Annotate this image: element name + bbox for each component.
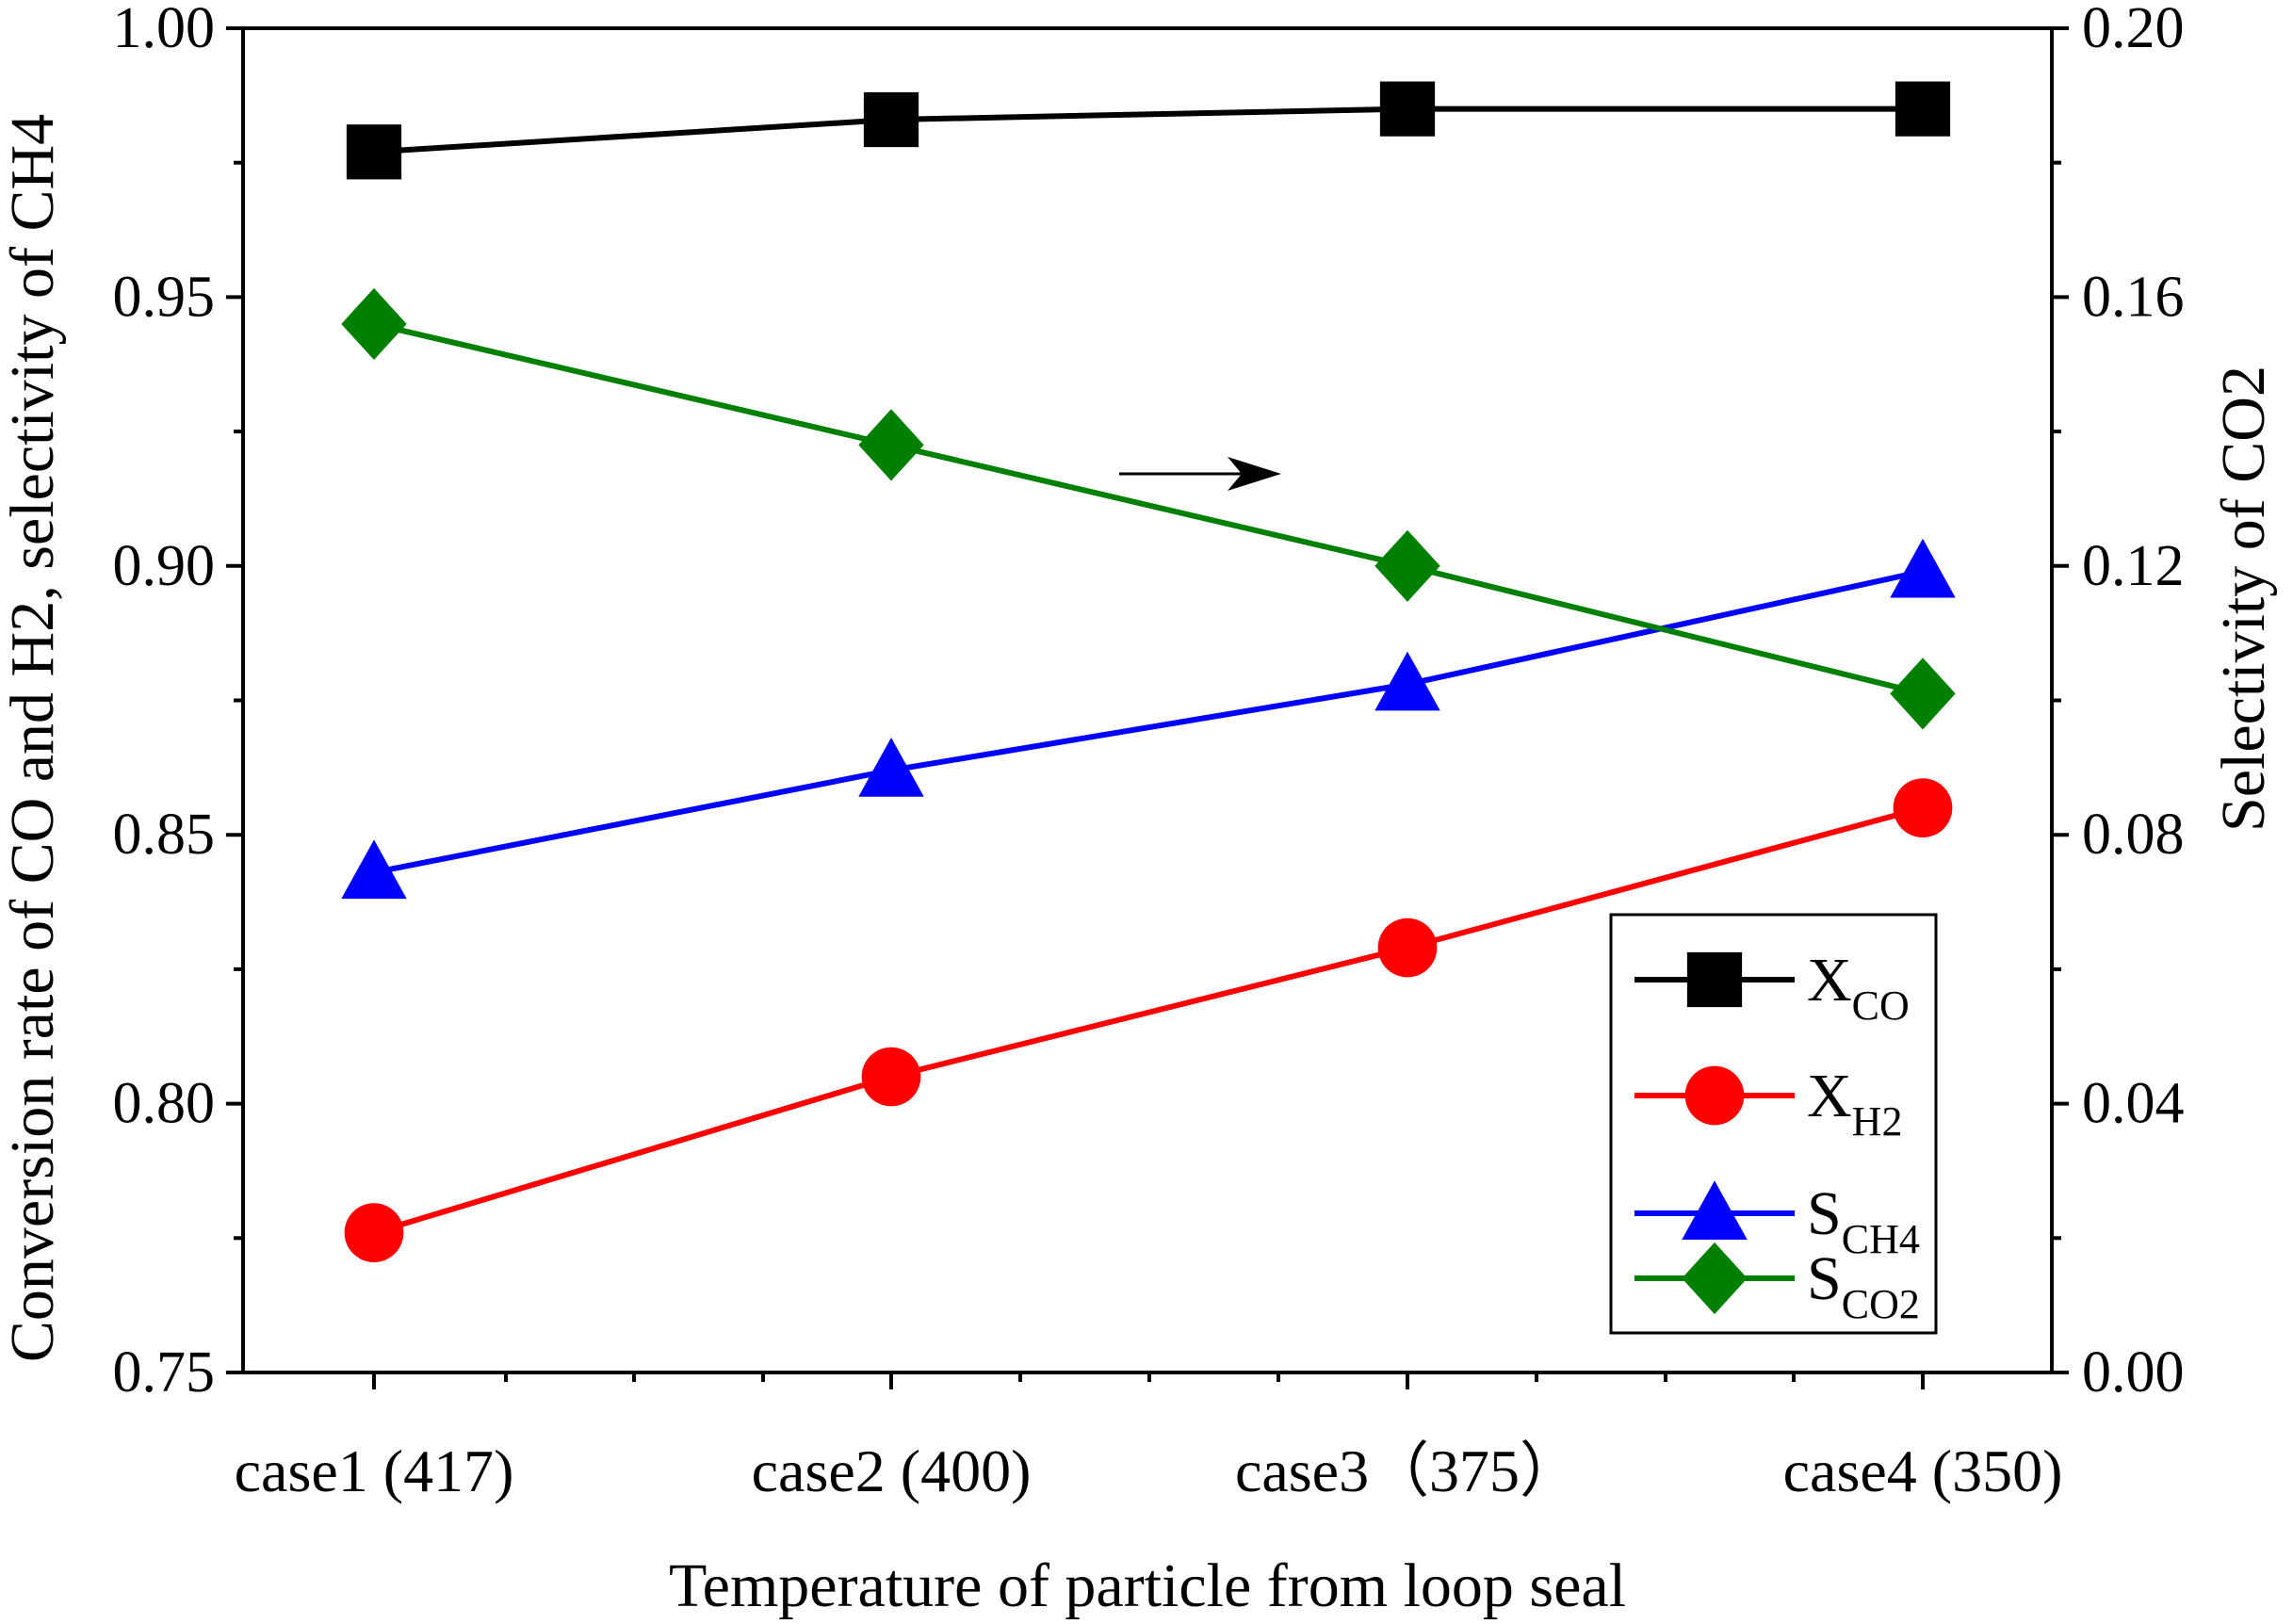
legend-label: SCO2 [1807,1244,1920,1327]
legend-label-main: X [1807,946,1852,1015]
x-category-label: case1 (417) [235,1437,514,1504]
data-point [1374,529,1440,602]
data-point [863,91,919,148]
y-left-axis-title: Conversion rate of CO and H2, selectivit… [0,114,67,1362]
x-category-label: case3（375） [1235,1437,1580,1504]
data-point [1379,81,1436,137]
legend-label-sub: H2 [1852,1098,1903,1145]
data-point [346,124,402,180]
data-point [341,287,407,361]
data-point [1374,651,1440,711]
legend-label-main: S [1807,1244,1842,1313]
y-right-axis-title: Selectivity of CO2 [2209,365,2278,832]
series-layer [341,81,1956,1262]
legend-marker [1684,1065,1745,1126]
x-category-label: case2 (400) [752,1437,1032,1504]
legend-label-main: X [1807,1062,1852,1130]
data-point [341,839,407,900]
legend-label: SCH4 [1807,1179,1920,1262]
series-line [373,321,1924,697]
legend-box [1609,913,1938,1335]
y-right-tick-label: 0.20 [2082,0,2185,60]
annotation-layer [1119,457,1281,491]
y-left-tick-label: 0.75 [113,1340,216,1405]
data-point [1893,778,1953,838]
y-right-tick-label: 0.12 [2082,534,2185,598]
series-line [373,106,1923,155]
data-point [858,409,924,481]
y-left-tick-label: 0.80 [113,1072,216,1136]
y-left-tick-label: 0.95 [113,265,216,329]
y-right-tick-label: 0.00 [2082,1340,2185,1405]
y-right-tick-label: 0.08 [2082,803,2185,867]
legend-entry: SCO2 [1634,1242,1920,1327]
legend-label-sub: CH4 [1842,1216,1920,1262]
data-point [1377,918,1438,978]
annotation-arrow [1119,457,1281,491]
legend-label: XH2 [1807,1062,1902,1145]
legend-label: XCO [1807,946,1910,1029]
legend-label-sub: CO [1852,983,1910,1029]
y-right-tick-label: 0.04 [2082,1072,2185,1136]
series-x-h2 [344,778,1953,1262]
series-s-ch4 [341,538,1956,900]
legend-entry: SCH4 [1634,1179,1920,1262]
legend-label-sub: CO2 [1842,1281,1920,1327]
data-point [858,737,924,797]
data-point [861,1047,921,1107]
y-right-tick-label: 0.16 [2082,265,2185,329]
y-left-tick-label: 0.90 [113,534,216,598]
x-axis-title: Temperature of particle from loop seal [669,1551,1626,1620]
arrow-head [1228,457,1281,491]
legend-entry: XH2 [1634,1062,1902,1145]
series-line [373,568,1924,876]
legend-entry: XCO [1634,946,1910,1029]
legend-marker [1686,951,1743,1008]
y-left-tick-label: 0.85 [113,803,216,867]
data-point [1890,658,1956,730]
data-point [1890,538,1956,598]
x-category-label: case4 (350) [1783,1437,2063,1504]
data-point [344,1203,404,1262]
legend-label-main: S [1807,1179,1842,1248]
legend-marker [1682,1180,1748,1240]
y-left-tick-label: 1.00 [113,0,216,60]
series-s-co2 [341,287,1956,730]
series-x-co [346,81,1951,180]
data-point [1895,81,1951,137]
series-line [373,804,1924,1236]
legend-marker [1682,1242,1748,1315]
